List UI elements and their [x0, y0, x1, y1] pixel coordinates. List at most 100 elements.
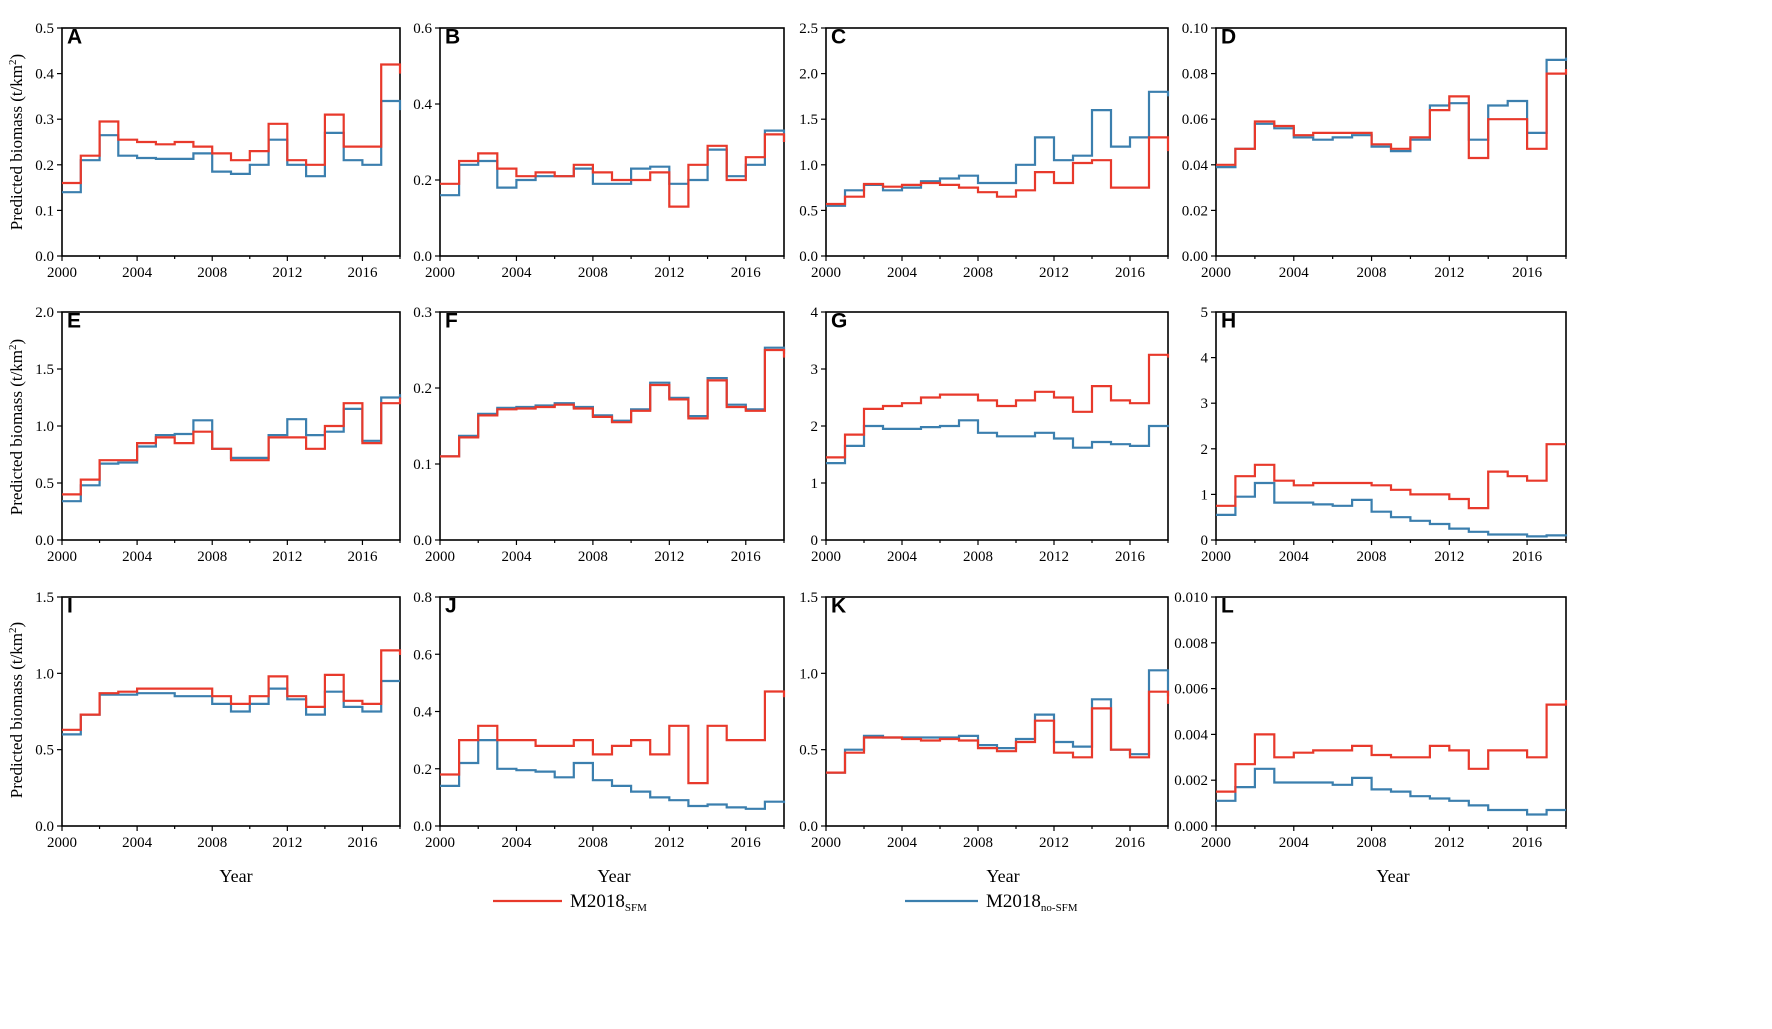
x-tick-label: 2008	[578, 835, 608, 851]
series-line-nosfm	[440, 129, 786, 197]
x-axis-label: Year	[219, 866, 252, 886]
y-tick-label: 0.5	[35, 21, 54, 37]
panel-j: 0.0 0.2 0.4 0.6 0.8 2000 2004 2008 2012 2016 J	[413, 590, 786, 851]
plot-frame	[825, 27, 1169, 257]
x-tick-label: 2008	[197, 549, 227, 565]
y-tick-label: 0.0	[413, 249, 432, 265]
x-tick-label: 2000	[811, 549, 841, 565]
panel-g: 0 1 2 3 4 2000 2004 2008 2012 2016 G	[811, 305, 1170, 565]
y-tick-label: 0	[1201, 533, 1209, 549]
x-tick-label: 2000	[811, 835, 841, 851]
y-axis-label: Predicted biomass (t/km2)	[7, 622, 26, 798]
y-tick-label: 0.3	[413, 305, 432, 321]
x-tick-label: 2016	[731, 265, 762, 281]
y-tick-label: 1.0	[35, 419, 54, 435]
y-tick-label: 0.1	[35, 203, 54, 219]
x-tick-label: 2008	[197, 835, 227, 851]
x-tick-label: 2004	[122, 549, 153, 565]
y-tick-label: 2	[1201, 442, 1209, 458]
y-axis-label: Predicted biomass (t/km2)	[7, 339, 26, 515]
plot-frame	[439, 27, 785, 257]
x-tick-label: 2012	[1434, 549, 1464, 565]
y-tick-label: 1.0	[35, 666, 54, 682]
x-tick-label: 2012	[1434, 835, 1464, 851]
y-tick-label: 3	[1201, 396, 1209, 412]
y-tick-label: 0.2	[413, 173, 432, 189]
x-tick-label: 2012	[272, 835, 302, 851]
y-tick-label: 3	[811, 362, 819, 378]
series-line-nosfm	[62, 394, 402, 503]
y-tick-label: 0.2	[413, 381, 432, 397]
x-tick-label: 2000	[811, 265, 841, 281]
panel-l: 0.000 0.002 0.004 0.006 0.008 0.010 2000 2004 20…	[1174, 590, 1568, 851]
panel-label: I	[67, 594, 73, 617]
y-tick-label: 0.004	[1174, 727, 1208, 743]
y-tick-label: 0.02	[1182, 203, 1208, 219]
panel-label: G	[831, 309, 847, 332]
y-tick-label: 0.4	[413, 705, 432, 721]
y-tick-label: 0.5	[35, 743, 54, 759]
y-tick-label: 0	[811, 533, 819, 549]
panel-c: 0.0 0.5 1.0 1.5 2.0 2.5 2000 2004 2008 2012 2016 C	[799, 21, 1170, 281]
plot-frame	[61, 311, 401, 541]
panel-label: K	[831, 594, 846, 617]
y-tick-label: 0.008	[1174, 636, 1208, 652]
legend-label-nosfm: M2018no-SFM	[986, 891, 1078, 914]
y-tick-label: 0.6	[413, 21, 432, 37]
panel-label: A	[67, 25, 82, 48]
series-line-sfm	[440, 133, 786, 208]
panel-e: 0.0 0.5 1.0 1.5 2.0 2000 2004 2008 2012 2016 E	[35, 305, 402, 565]
plot-frame	[825, 596, 1169, 827]
x-axis-label: Year	[597, 866, 630, 886]
x-tick-label: 2016	[1512, 265, 1543, 281]
series-line-nosfm	[826, 90, 1170, 207]
series-line-sfm	[440, 690, 786, 785]
panel-a: 0.0 0.1 0.2 0.3 0.4 0.5 2000 2004 2008 2012 2016 A	[35, 21, 402, 281]
y-tick-label: 1	[811, 476, 819, 492]
x-tick-label: 2004	[501, 835, 532, 851]
x-tick-label: 2004	[501, 265, 532, 281]
y-tick-label: 1	[1201, 487, 1209, 503]
series-line-sfm	[826, 136, 1170, 206]
y-tick-label: 1.0	[799, 666, 818, 682]
y-tick-label: 0.0	[35, 249, 54, 265]
series-line-sfm	[826, 690, 1170, 774]
x-axis-label: Year	[986, 866, 1019, 886]
y-tick-label: 5	[1201, 305, 1209, 321]
legend-label-sfm: M2018SFM	[570, 891, 647, 914]
y-tick-label: 0.002	[1174, 773, 1208, 789]
legend: M2018SFM M2018no-SFM	[493, 891, 1078, 914]
series-line-nosfm	[1216, 767, 1566, 816]
x-tick-label: 2008	[963, 549, 993, 565]
x-tick-label: 2004	[501, 549, 532, 565]
y-tick-label: 1.0	[799, 158, 818, 174]
y-tick-label: 0.0	[35, 533, 54, 549]
series-line-sfm	[62, 649, 402, 731]
y-tick-label: 0.5	[799, 743, 818, 759]
panel-label: L	[1221, 594, 1234, 617]
x-tick-label: 2004	[122, 265, 153, 281]
y-tick-label: 0.08	[1182, 67, 1208, 83]
x-tick-label: 2000	[425, 549, 455, 565]
y-tick-label: 4	[811, 305, 819, 321]
x-tick-label: 2000	[425, 835, 455, 851]
x-tick-label: 2012	[654, 265, 684, 281]
y-tick-label: 0.0	[35, 819, 54, 835]
y-tick-label: 0.6	[413, 647, 432, 663]
series-line-nosfm	[62, 679, 400, 736]
y-tick-label: 0.2	[413, 762, 432, 778]
x-tick-label: 2016	[1512, 835, 1543, 851]
series-line-sfm	[1216, 443, 1566, 510]
x-tick-label: 2008	[578, 549, 608, 565]
panel-label: D	[1221, 25, 1236, 48]
series-line-sfm	[62, 63, 402, 185]
x-tick-label: 2012	[272, 549, 302, 565]
y-tick-label: 0.0	[799, 249, 818, 265]
plot-frame	[1215, 596, 1567, 827]
x-tick-label: 2008	[197, 265, 227, 281]
panel-h: 0 1 2 3 4 5 2000 2004 2008 2012 2016 H	[1201, 305, 1568, 565]
y-tick-label: 0.000	[1174, 819, 1208, 835]
y-tick-label: 0.2	[35, 158, 54, 174]
plot-frame	[1215, 27, 1567, 257]
